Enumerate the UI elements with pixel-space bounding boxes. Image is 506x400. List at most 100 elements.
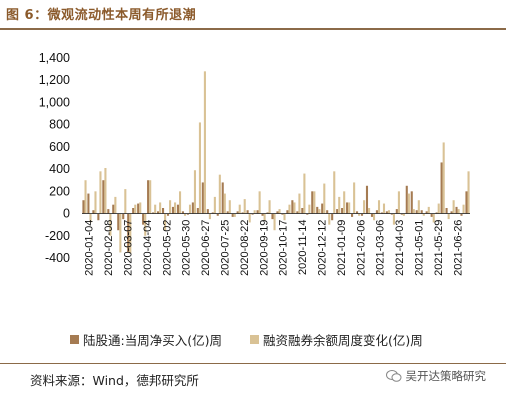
legend-swatch-margin-change xyxy=(249,335,259,344)
bar-margin-change xyxy=(427,206,430,214)
legend-item-margin-change: 融资融券余额周度变化(亿)周 xyxy=(249,330,423,349)
bar-margin-change xyxy=(373,213,376,221)
bar-north-flow xyxy=(142,213,145,225)
bar-margin-change xyxy=(213,196,216,214)
figure-title-bar: 图 6：微观流动性本周有所退潮 xyxy=(0,0,506,30)
bar-north-flow xyxy=(122,213,125,220)
bar-north-flow xyxy=(226,211,229,214)
bar-margin-change xyxy=(119,213,122,253)
bar-north-flow xyxy=(102,180,105,214)
legend-label-margin-change: 融资融券余额周度变化(亿)周 xyxy=(262,333,423,348)
watermark: 吴开达策略研究 xyxy=(385,368,487,384)
bar-margin-change xyxy=(139,202,142,214)
x-tick-label: 2021-01-09 xyxy=(336,220,348,276)
legend-swatch-north-flow xyxy=(70,335,79,344)
x-tick-label: 2020-02-08 xyxy=(103,220,115,276)
bar-north-flow xyxy=(380,212,383,214)
bar-north-flow xyxy=(455,206,458,214)
bar-north-flow xyxy=(196,208,199,214)
x-tick-label: 2020-06-27 xyxy=(200,220,212,276)
bar-north-flow xyxy=(296,211,299,214)
watermark-text: 吴开达策略研究 xyxy=(405,369,487,383)
bar-margin-change xyxy=(154,204,157,214)
bar-margin-change xyxy=(387,210,391,214)
bar-margin-change xyxy=(288,204,291,214)
bar-north-flow xyxy=(147,180,150,214)
bar-margin-change xyxy=(392,213,395,225)
bar-north-flow xyxy=(405,185,408,214)
bar-north-flow xyxy=(375,210,378,214)
bar-north-flow xyxy=(301,208,304,214)
bar-north-flow xyxy=(231,213,234,217)
bar-margin-change xyxy=(258,191,261,214)
bar-north-flow xyxy=(271,213,274,220)
bar-north-flow xyxy=(425,211,428,214)
bar-north-flow xyxy=(87,193,90,214)
y-tick-label: 800 xyxy=(49,118,70,132)
bar-north-flow xyxy=(450,211,453,214)
x-tick-label: 2021-05-29 xyxy=(433,220,445,276)
bar-margin-change xyxy=(333,171,336,214)
bar-margin-change xyxy=(124,189,127,214)
bar-north-flow xyxy=(360,213,364,216)
x-tick-label: 2021-04-03 xyxy=(394,220,406,276)
bar-north-flow xyxy=(221,182,224,214)
chart-legend: 陆股通:当周净买入(亿)周 融资融券余额周度变化(亿)周 xyxy=(70,330,423,349)
bar-north-flow xyxy=(311,191,314,214)
bar-margin-change xyxy=(198,122,201,214)
bar-north-flow xyxy=(370,213,373,217)
bar-margin-change xyxy=(432,213,435,223)
bar-margin-change xyxy=(174,202,177,214)
bar-north-flow xyxy=(266,212,269,214)
x-tick-label: 2021-05-01 xyxy=(413,220,425,276)
bar-north-flow xyxy=(385,211,388,214)
bar-margin-change xyxy=(223,193,226,214)
bar-margin-change xyxy=(129,213,132,254)
y-tick-label: 400 xyxy=(49,162,70,176)
bar-north-flow xyxy=(256,210,259,214)
bar-margin-change xyxy=(248,213,251,223)
bar-north-flow xyxy=(465,191,468,214)
bar-margin-change xyxy=(84,180,87,214)
bar-north-flow xyxy=(211,212,214,214)
legend-item-north-flow: 陆股通:当周净买入(亿)周 xyxy=(70,330,222,349)
bar-margin-change xyxy=(348,202,351,214)
bar-margin-change xyxy=(437,203,440,214)
bar-north-flow xyxy=(415,210,418,214)
x-tick-label: 2020-05-30 xyxy=(181,220,193,276)
bar-margin-change xyxy=(308,204,311,214)
bar-margin-change xyxy=(353,182,356,214)
y-tick-label: -400 xyxy=(45,251,70,265)
bar-margin-change xyxy=(278,209,281,214)
bar-margin-change xyxy=(268,200,271,214)
x-tick-label: 2021-02-06 xyxy=(355,220,367,276)
bar-north-flow xyxy=(390,213,393,215)
bar-margin-change xyxy=(407,193,410,214)
bar-north-flow xyxy=(326,210,329,214)
bar-margin-change xyxy=(343,191,346,214)
bar-north-flow xyxy=(97,213,100,221)
bar-north-flow xyxy=(132,208,135,214)
figure-title: 图 6：微观流动性本周有所退潮 xyxy=(6,8,197,23)
x-tick-label: 2020-07-25 xyxy=(219,220,231,276)
x-tick-label: 2020-11-14 xyxy=(297,220,309,275)
bar-margin-change xyxy=(382,203,386,214)
y-tick-label: 1,400 xyxy=(39,51,70,65)
legend-label-north-flow: 陆股通:当周净买入(亿)周 xyxy=(83,333,222,348)
bar-north-flow xyxy=(171,206,175,214)
x-tick-label: 2020-12-12 xyxy=(316,220,328,276)
bar-margin-change xyxy=(179,191,182,214)
bar-margin-change xyxy=(422,213,425,216)
bar-north-flow xyxy=(306,213,309,215)
bar-north-flow xyxy=(341,208,344,214)
bar-north-flow xyxy=(201,182,204,214)
bar-margin-change xyxy=(283,213,286,221)
bar-margin-change xyxy=(358,213,361,216)
bar-margin-change xyxy=(159,202,162,214)
bar-north-flow xyxy=(420,210,423,214)
y-tick-label: -200 xyxy=(45,229,70,243)
bar-north-flow xyxy=(127,213,130,253)
bar-margin-change xyxy=(203,71,206,214)
y-tick-label: 600 xyxy=(49,140,70,154)
